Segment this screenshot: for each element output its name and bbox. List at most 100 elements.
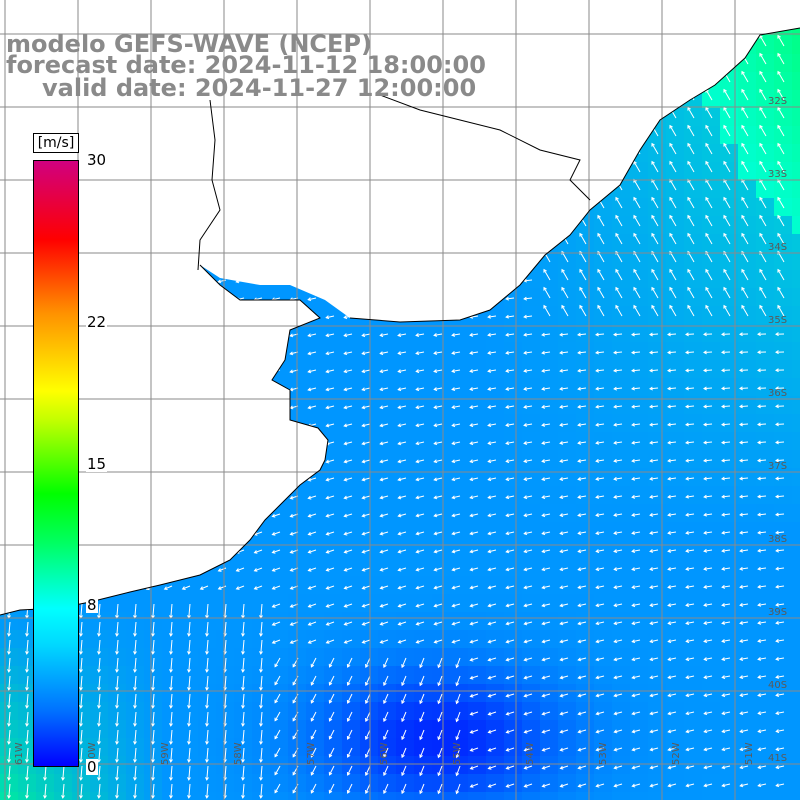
wind-arrow bbox=[721, 423, 731, 426]
wind-speed-cell bbox=[522, 504, 541, 523]
wind-speed-cell bbox=[252, 648, 271, 667]
wind-speed-cell bbox=[504, 540, 523, 559]
wind-arrow bbox=[560, 603, 569, 607]
wind-speed-cell bbox=[324, 306, 343, 325]
wind-arrow bbox=[741, 107, 749, 119]
wind-speed-cell bbox=[648, 378, 667, 397]
wind-arrow bbox=[308, 405, 317, 409]
wind-arrow bbox=[236, 567, 245, 572]
wind-arrow-head bbox=[723, 88, 727, 93]
wind-speed-cell bbox=[522, 792, 541, 800]
wind-arrow bbox=[739, 441, 749, 444]
wind-arrow-head bbox=[379, 369, 384, 374]
wind-arrow-head bbox=[505, 567, 510, 572]
wind-arrow bbox=[777, 179, 785, 191]
wind-speed-cell bbox=[198, 774, 217, 793]
wind-arrow-head bbox=[523, 405, 528, 409]
wind-speed-cell bbox=[756, 558, 775, 577]
wind-arrow bbox=[362, 585, 371, 589]
wind-arrow bbox=[669, 143, 677, 155]
wind-arrow-head bbox=[651, 268, 655, 273]
wind-arrow-head bbox=[723, 232, 727, 237]
wind-arrow-head bbox=[721, 566, 726, 571]
wind-speed-cell bbox=[540, 450, 559, 469]
wind-arrow-head bbox=[325, 567, 330, 572]
wind-arrow-head bbox=[757, 458, 761, 463]
wind-arrow bbox=[416, 423, 425, 427]
wind-speed-cell bbox=[666, 414, 685, 433]
wind-arrow-head bbox=[433, 585, 438, 590]
wind-arrow bbox=[777, 233, 785, 245]
wind-speed-cell bbox=[756, 702, 775, 721]
wind-speed-cell bbox=[378, 504, 397, 523]
wind-arrow-head bbox=[487, 549, 492, 554]
wind-speed-cell bbox=[504, 738, 523, 757]
wind-arrow bbox=[398, 459, 407, 463]
wind-arrow bbox=[578, 549, 587, 553]
wind-speed-cell bbox=[684, 720, 703, 739]
wind-speed-cell bbox=[432, 702, 451, 721]
wind-speed-cell bbox=[684, 414, 703, 433]
wind-arrow-head bbox=[523, 567, 528, 572]
wind-speed-cell bbox=[720, 468, 739, 487]
wind-speed-cell bbox=[738, 702, 757, 721]
wind-arrow bbox=[777, 161, 785, 173]
wind-speed-cell bbox=[774, 792, 793, 800]
wind-arrow bbox=[416, 513, 425, 517]
wind-arrow bbox=[632, 531, 641, 534]
wind-speed-cell bbox=[198, 684, 217, 703]
wind-speed-cell bbox=[792, 702, 800, 721]
wind-speed-cell bbox=[450, 540, 469, 559]
wind-arrow bbox=[614, 405, 623, 408]
wind-speed-cell bbox=[612, 378, 631, 397]
wind-arrow bbox=[777, 107, 785, 119]
wind-arrow-head bbox=[721, 530, 725, 535]
wind-speed-cell bbox=[774, 504, 793, 523]
wind-speed-cell bbox=[90, 774, 109, 793]
wind-arrow bbox=[344, 513, 353, 517]
wind-speed-cell bbox=[522, 468, 541, 487]
wind-speed-cell bbox=[432, 486, 451, 505]
wind-speed-cell bbox=[702, 450, 721, 469]
wind-speed-cell bbox=[774, 450, 793, 469]
wind-speed-cell bbox=[270, 630, 289, 649]
wind-speed-cell bbox=[648, 594, 667, 613]
wind-arrow bbox=[416, 603, 425, 607]
wind-speed-cell bbox=[738, 720, 757, 739]
wind-arrow-head bbox=[721, 584, 726, 589]
wind-arrow bbox=[543, 305, 551, 317]
wind-speed-cell bbox=[666, 432, 685, 451]
wind-speed-cell bbox=[414, 702, 433, 721]
wind-arrow bbox=[542, 477, 551, 480]
wind-arrow bbox=[344, 531, 353, 535]
wind-speed-cell bbox=[594, 468, 613, 487]
wind-arrow bbox=[687, 233, 695, 245]
wind-arrow-head bbox=[577, 477, 582, 481]
wind-arrow bbox=[741, 287, 749, 299]
wind-arrow bbox=[776, 549, 785, 552]
wind-arrow bbox=[362, 603, 371, 607]
wind-arrow bbox=[452, 441, 461, 445]
wind-speed-cell bbox=[594, 756, 613, 775]
wind-arrow-head bbox=[631, 332, 635, 337]
wind-arrow bbox=[326, 477, 335, 481]
wind-arrow-head bbox=[505, 549, 510, 554]
wind-arrow bbox=[723, 287, 731, 299]
wind-speed-cell bbox=[324, 504, 343, 523]
wind-speed-cell bbox=[486, 378, 505, 397]
wind-speed-cell bbox=[666, 630, 685, 649]
wind-arrow bbox=[668, 549, 677, 552]
wind-speed-cell bbox=[738, 396, 757, 415]
wind-speed-cell bbox=[18, 648, 37, 667]
wind-speed-cell bbox=[90, 738, 109, 757]
wind-arrow-head bbox=[307, 297, 312, 302]
wind-speed-cell bbox=[594, 792, 613, 800]
wind-arrow bbox=[260, 603, 263, 618]
wind-arrow-head bbox=[667, 494, 672, 499]
wind-speed-cell bbox=[126, 594, 145, 613]
wind-speed-cell bbox=[792, 288, 800, 307]
wind-speed-cell bbox=[792, 378, 800, 397]
wind-arrow-head bbox=[361, 369, 366, 374]
wind-speed-cell bbox=[648, 432, 667, 451]
wind-speed-cell bbox=[756, 738, 775, 757]
